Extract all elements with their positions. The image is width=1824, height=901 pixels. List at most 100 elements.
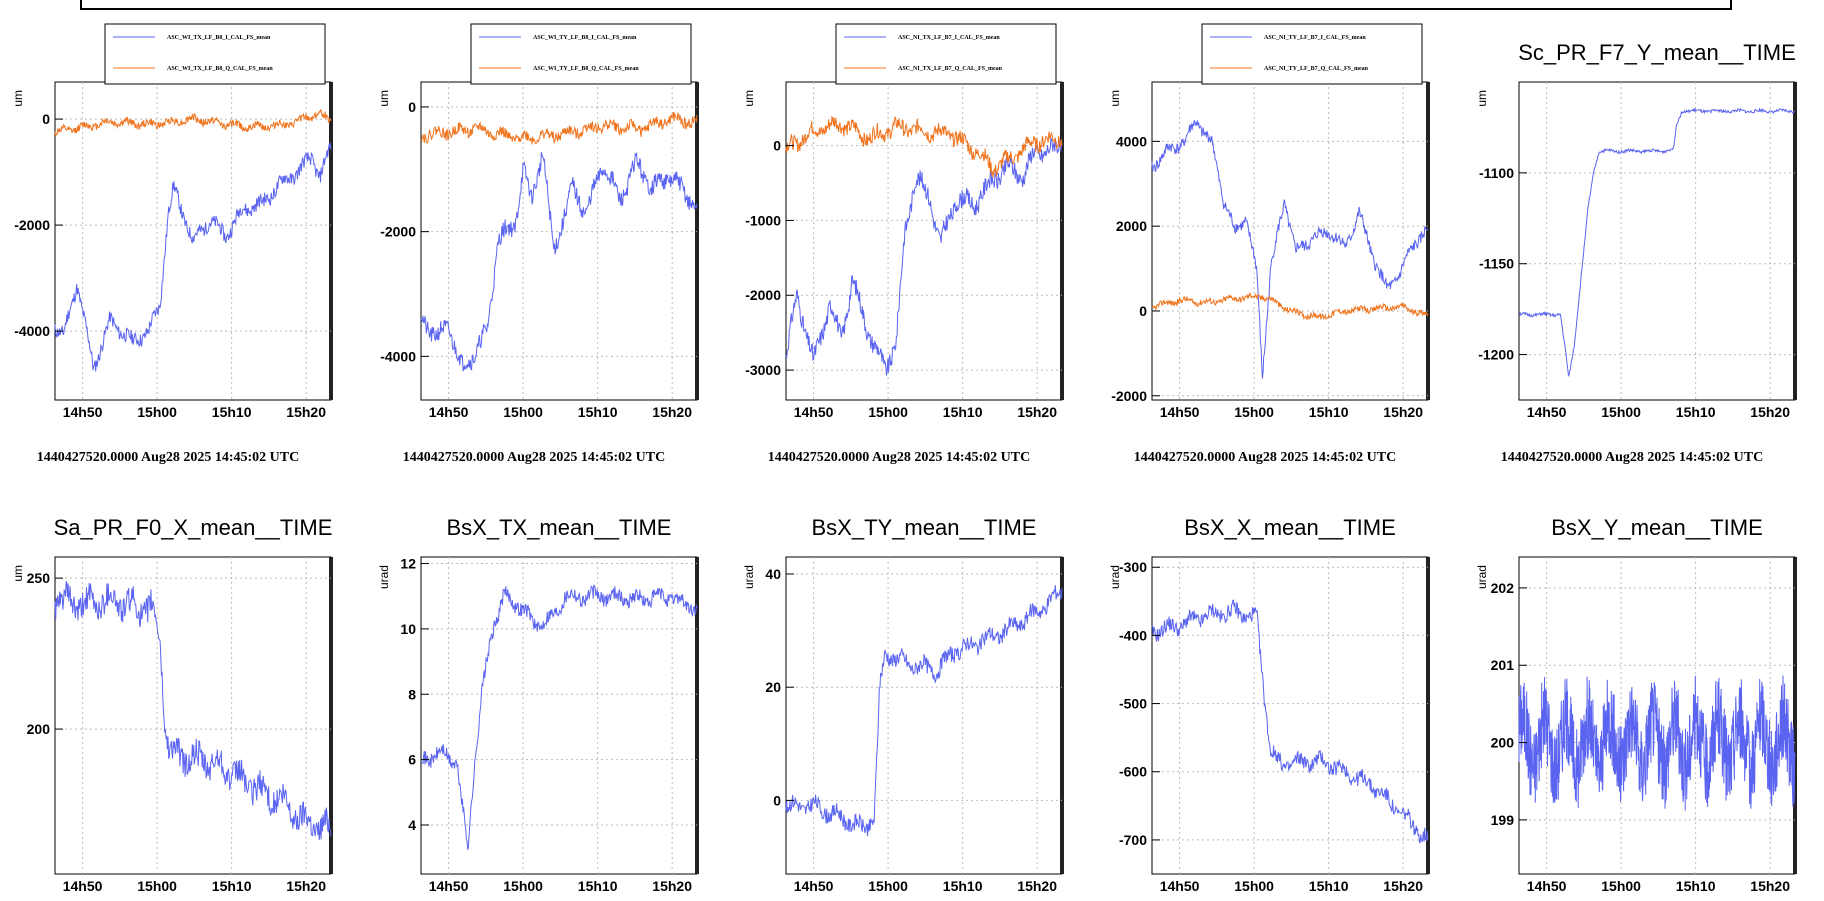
y-tick-label: -700 [1119, 832, 1147, 848]
plot-title: Sc_PR_F7_Y_mean__TIME [1518, 40, 1796, 65]
y-tick-label: 40 [765, 566, 781, 582]
x-tick-label: 14h50 [63, 404, 103, 420]
y-tick-label: -4000 [14, 323, 50, 339]
series-line-0-0 [54, 142, 332, 372]
plot-title: BsX_Y_mean__TIME [1551, 515, 1763, 540]
series-line-0-1 [54, 109, 332, 137]
x-tick-label: 15h20 [1017, 878, 1057, 894]
x-tick-label: 14h50 [1160, 404, 1200, 420]
plot-title: BsX_TY_mean__TIME [812, 515, 1037, 540]
y-axis-label: um [1475, 90, 1489, 107]
y-tick-label: -4000 [380, 348, 416, 364]
x-tick-label: 15h20 [286, 404, 326, 420]
legend-box-0 [104, 23, 326, 85]
y-tick-label: 2000 [1116, 218, 1147, 234]
y-tick-label: -2000 [14, 217, 50, 233]
plot-frame-8 [1151, 556, 1429, 875]
plot-title: BsX_TX_mean__TIME [447, 515, 672, 540]
legend-entry: ASC_NI_TX_LF_B7_Q_CAL_FS_mean [898, 66, 1003, 72]
y-tick-label: 12 [400, 556, 416, 572]
x-tick-label: 14h50 [1527, 878, 1567, 894]
x-tick-label: 15h20 [652, 878, 692, 894]
y-tick-label: -1150 [1479, 256, 1514, 272]
y-tick-label: -2000 [1111, 388, 1147, 404]
legend-box-2 [835, 23, 1057, 85]
x-tick-label: 14h50 [63, 878, 103, 894]
y-tick-label: 0 [1139, 303, 1147, 319]
series-line-5-0 [54, 580, 332, 841]
top-banner [80, 0, 1732, 10]
y-axis-label: urad [742, 565, 756, 589]
plot-title: BsX_X_mean__TIME [1184, 515, 1396, 540]
x-tick-label: 15h10 [943, 404, 983, 420]
y-tick-label: 0 [42, 111, 50, 127]
y-tick-label: 250 [27, 570, 51, 586]
x-tick-label: 15h20 [652, 404, 692, 420]
y-axis-label: um [11, 90, 25, 107]
y-tick-label: 0 [408, 99, 416, 115]
y-tick-label: 0 [773, 792, 781, 808]
legend-box-1 [470, 23, 692, 85]
x-tick-label: 15h10 [212, 404, 252, 420]
plot-frame-6 [420, 556, 698, 875]
x-tick-label: 15h10 [1676, 404, 1716, 420]
plot-frame-5 [54, 556, 332, 875]
x-tick-label: 15h00 [503, 878, 543, 894]
x-tick-label: 15h00 [868, 404, 908, 420]
y-axis-label: urad [1475, 565, 1489, 589]
x-tick-label: 15h00 [1234, 878, 1274, 894]
y-tick-label: -2000 [745, 287, 781, 303]
series-line-2-1 [785, 115, 1063, 178]
y-tick-label: 4000 [1116, 133, 1147, 149]
series-line-6-0 [420, 584, 698, 851]
x-tick-label: 15h10 [578, 404, 618, 420]
legend-entry: ASC_WI_TY_LF_B8_I_CAL_FS_mean [533, 35, 637, 41]
x-tick-label: 14h50 [1160, 878, 1200, 894]
plot-frame-4 [1518, 81, 1796, 401]
y-tick-label: -2000 [380, 224, 416, 240]
plot-frame-3 [1151, 81, 1429, 401]
legend-entry: ASC_NI_TX_LF_B7_I_CAL_FS_mean [898, 35, 1000, 41]
timestamp-stamp: 1440427520.0000 Aug28 2025 14:45:02 UTC [768, 450, 1031, 465]
x-tick-label: 15h10 [943, 878, 983, 894]
series-line-1-1 [420, 111, 698, 145]
y-axis-label: um [1108, 90, 1122, 107]
y-tick-label: -600 [1119, 764, 1147, 780]
x-tick-label: 14h50 [429, 404, 469, 420]
x-tick-label: 15h10 [578, 878, 618, 894]
legend-entry: ASC_WI_TX_LF_B8_I_CAL_FS_mean [167, 35, 271, 41]
series-line-7-0 [785, 585, 1063, 837]
legend-entry: ASC_NI_TY_LF_B7_I_CAL_FS_mean [1264, 35, 1366, 41]
y-axis-label: um [11, 565, 25, 582]
timestamp-stamp: 1440427520.0000 Aug28 2025 14:45:02 UTC [1501, 450, 1764, 465]
x-tick-label: 15h10 [1309, 404, 1349, 420]
y-tick-label: -300 [1119, 559, 1147, 575]
y-axis-label: um [377, 90, 391, 107]
y-axis-label: um [742, 90, 756, 107]
x-tick-label: 15h20 [1017, 404, 1057, 420]
x-tick-label: 15h00 [137, 404, 177, 420]
x-tick-label: 15h00 [1601, 404, 1641, 420]
y-tick-label: 10 [400, 621, 416, 637]
x-tick-label: 15h00 [137, 878, 177, 894]
y-tick-label: -500 [1119, 696, 1147, 712]
x-tick-label: 15h10 [1676, 878, 1716, 894]
plot-frame-2 [785, 81, 1063, 401]
legend-box-3 [1201, 23, 1423, 85]
y-tick-label: 0 [773, 138, 781, 154]
legend-entry: ASC_WI_TY_LF_B8_Q_CAL_FS_mean [533, 66, 639, 72]
series-line-3-0 [1151, 120, 1429, 379]
y-tick-label: -1200 [1478, 347, 1514, 363]
y-tick-label: 20 [765, 679, 781, 695]
x-tick-label: 15h20 [1750, 878, 1790, 894]
y-tick-label: -1000 [745, 212, 781, 228]
y-tick-label: -1100 [1479, 165, 1514, 181]
series-line-4-0 [1518, 107, 1796, 378]
series-line-2-0 [785, 137, 1063, 376]
series-line-1-0 [420, 151, 698, 372]
x-tick-label: 14h50 [794, 404, 834, 420]
y-tick-label: 201 [1491, 657, 1515, 673]
y-tick-label: 6 [408, 752, 416, 768]
x-tick-label: 15h00 [1234, 404, 1274, 420]
